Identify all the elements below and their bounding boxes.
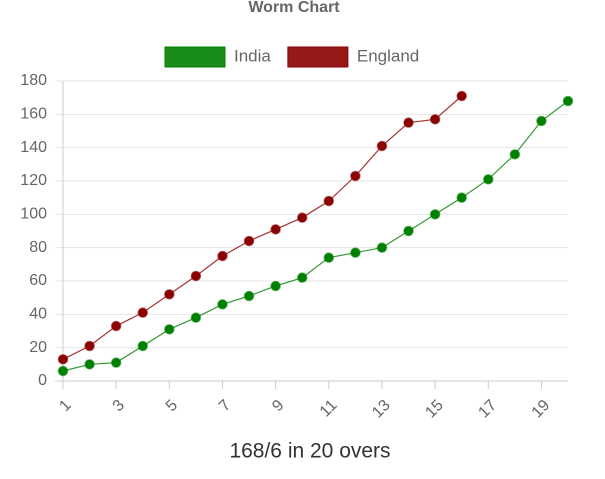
data-point	[190, 270, 202, 282]
y-tick-label: 0	[38, 372, 47, 389]
legend-label: India	[234, 46, 271, 65]
x-tick-label: 9	[269, 397, 287, 415]
y-tick-label: 120	[20, 172, 47, 189]
data-point	[84, 359, 95, 370]
x-tick-label: 3	[110, 397, 128, 415]
data-point	[429, 114, 441, 125]
data-point	[323, 195, 335, 207]
data-point	[456, 90, 467, 102]
data-point	[137, 340, 148, 352]
y-tick-label: 140	[20, 139, 47, 156]
data-point	[350, 170, 361, 182]
legend-label: England	[357, 46, 419, 65]
data-point	[376, 242, 388, 253]
data-point	[350, 247, 361, 258]
y-tick-label: 60	[29, 272, 47, 289]
data-point	[562, 95, 574, 107]
x-tick-label: 19	[529, 397, 554, 422]
x-tick-label: 1	[56, 397, 74, 415]
data-point	[164, 324, 175, 335]
legend-swatch	[287, 46, 349, 68]
data-point	[57, 365, 69, 377]
data-point	[270, 280, 281, 292]
x-tick-label: 15	[422, 397, 447, 422]
y-tick-label: 40	[29, 306, 47, 323]
data-point	[243, 290, 255, 302]
data-point	[217, 250, 228, 262]
data-point	[403, 117, 414, 128]
data-point	[137, 307, 148, 318]
series-line	[62, 95, 463, 360]
data-point	[110, 357, 122, 368]
data-point	[270, 224, 281, 235]
x-tick-label: 5	[163, 397, 181, 415]
data-point	[217, 299, 228, 310]
data-point	[296, 272, 308, 283]
x-tick-label: 17	[475, 397, 500, 422]
data-point	[243, 235, 255, 247]
y-tick-label: 180	[20, 72, 47, 89]
y-tick-label: 100	[20, 206, 47, 223]
series-line	[62, 100, 569, 372]
data-point	[164, 289, 175, 300]
data-point	[376, 140, 388, 152]
x-tick-label: 7	[216, 397, 234, 415]
x-tick-label: 11	[317, 397, 341, 421]
data-point	[536, 115, 547, 127]
chart-title: Worm Chart	[248, 0, 340, 16]
x-tick-label: 13	[369, 397, 394, 422]
data-point	[509, 149, 521, 160]
legend-swatch	[164, 46, 226, 68]
data-point	[190, 312, 202, 323]
data-point	[57, 354, 69, 365]
y-tick-label: 160	[20, 106, 47, 123]
data-point	[483, 174, 494, 185]
data-point	[403, 225, 414, 237]
x-axis-title: 168/6 in 20 overs	[229, 440, 390, 463]
data-point	[429, 209, 441, 220]
y-tick-label: 20	[29, 339, 47, 356]
data-point	[296, 212, 308, 223]
data-point	[456, 192, 467, 203]
y-tick-label: 80	[29, 239, 47, 256]
data-point	[110, 320, 122, 332]
data-point	[323, 252, 335, 263]
data-point	[84, 340, 95, 352]
